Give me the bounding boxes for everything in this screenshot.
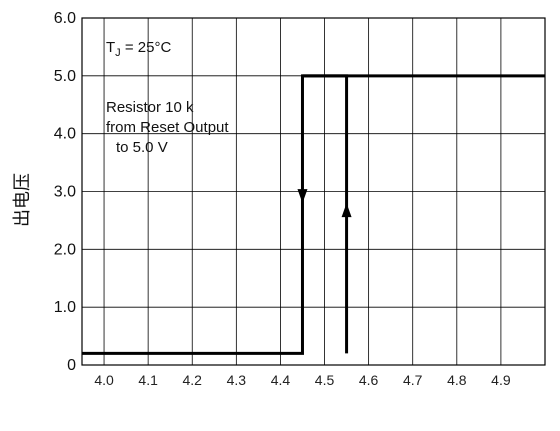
x-tick-label-3: 4.3: [227, 372, 247, 388]
x-tick-label-2: 4.2: [183, 372, 203, 388]
y-tick-label-6: 6.0: [54, 10, 76, 27]
x-tick-label-6: 4.6: [359, 372, 379, 388]
chart-traces: [82, 74, 545, 355]
y-tick-label-2: 2.0: [54, 241, 76, 258]
y-tick-labels: 0 1.0 2.0 3.0 4.0 5.0 6.0: [54, 10, 76, 374]
y-tick-label-4: 4.0: [54, 126, 76, 143]
x-tick-label-1: 4.1: [138, 372, 158, 388]
arrow-down-0: [297, 189, 308, 204]
resistor-annotation-line1: Resistor 10 k: [106, 99, 194, 116]
chart-grid: [81, 17, 546, 366]
x-tick-label-8: 4.8: [447, 372, 467, 388]
series-line-0: [82, 74, 545, 355]
x-tick-label-5: 4.5: [315, 372, 335, 388]
y-tick-label-1: 1.0: [54, 299, 76, 316]
x-tick-labels: 4.0 4.1 4.2 4.3 4.4 4.5 4.6 4.7 4.8 4.9: [94, 372, 511, 388]
x-tick-label-7: 4.7: [403, 372, 423, 388]
arrow-up-1: [341, 203, 352, 218]
temperature-annotation: TJ = 25°C: [106, 39, 171, 59]
series-line-1: [302, 74, 349, 354]
x-tick-label-0: 4.0: [94, 372, 114, 388]
y-axis-label: 出电压: [12, 173, 32, 227]
x-tick-label-9: 4.9: [491, 372, 511, 388]
x-tick-label-4: 4.4: [271, 372, 291, 388]
resistor-annotation-line2: from Reset Output: [106, 119, 229, 136]
y-tick-label-5: 5.0: [54, 68, 76, 85]
y-tick-label-0: 0: [67, 357, 76, 374]
resistor-annotation-line3: to 5.0 V: [116, 139, 168, 156]
chart-arrows: [297, 189, 352, 218]
y-tick-label-3: 3.0: [54, 184, 76, 201]
